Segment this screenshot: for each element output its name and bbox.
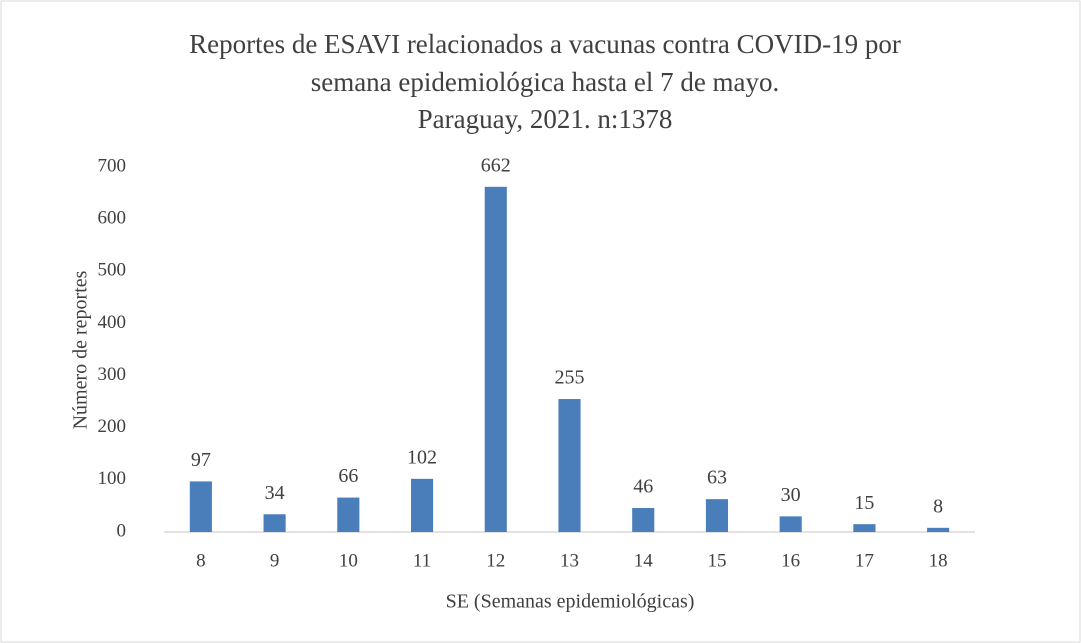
bar [189, 481, 212, 532]
y-tick-label: 700 [98, 155, 127, 176]
x-tick-label: 10 [339, 550, 358, 571]
y-tick-label: 200 [98, 416, 127, 437]
bar [558, 399, 581, 532]
bar [263, 514, 286, 532]
x-axis-label: SE (Semanas epidemiológicas) [446, 591, 695, 613]
x-tick-label: 14 [634, 550, 654, 571]
y-tick-label: 300 [98, 364, 127, 385]
bar [484, 186, 507, 533]
data-label: 662 [481, 154, 511, 176]
data-label: 15 [854, 492, 874, 514]
bar [337, 497, 360, 532]
bar [853, 524, 876, 532]
data-label: 255 [555, 367, 585, 389]
data-label: 97 [191, 449, 211, 471]
chart-title: semana epidemiológica hasta el 7 de mayo… [311, 67, 780, 97]
x-tick-label: 18 [929, 550, 948, 571]
bar [705, 499, 729, 532]
data-label: 8 [933, 495, 943, 517]
y-axis-label: Número de reportes [70, 270, 92, 429]
x-tick-label: 17 [855, 550, 874, 571]
y-tick-label: 500 [98, 260, 127, 281]
y-tick-label: 600 [98, 208, 127, 229]
data-label: 66 [338, 465, 358, 487]
x-tick-label: 16 [781, 550, 800, 571]
bar [632, 508, 655, 532]
x-tick-label: 8 [196, 550, 206, 571]
x-tick-label: 9 [270, 550, 280, 571]
y-tick-label: 100 [98, 468, 127, 489]
bar [927, 527, 950, 532]
data-label: 34 [265, 482, 285, 504]
data-label: 63 [707, 467, 727, 489]
bar [410, 478, 434, 532]
x-tick-label: 15 [707, 550, 726, 571]
data-label: 102 [407, 446, 437, 468]
bar [779, 516, 802, 532]
data-label: 46 [633, 476, 653, 498]
chart-title: Reportes de ESAVI relacionados a vacunas… [189, 29, 901, 59]
x-tick-label: 13 [560, 550, 579, 571]
y-tick-label: 400 [98, 312, 127, 333]
chart-title: Paraguay, 2021. n:1378 [418, 104, 673, 134]
data-label: 30 [781, 484, 801, 506]
x-tick-label: 12 [486, 550, 505, 571]
x-tick-label: 11 [413, 550, 431, 571]
y-tick-label: 0 [117, 520, 127, 541]
